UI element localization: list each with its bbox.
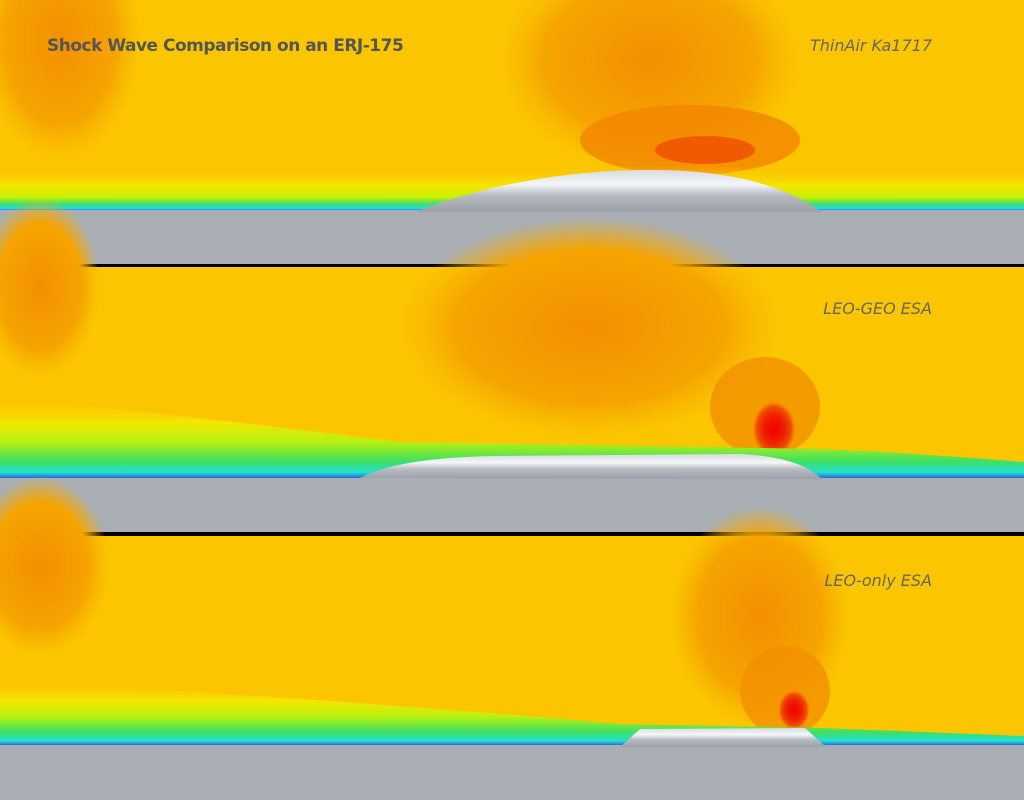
divider — [0, 532, 1024, 536]
radome — [360, 454, 822, 479]
pressure-zone — [0, 476, 110, 656]
pressure-zone — [0, 0, 140, 160]
shock — [778, 690, 810, 730]
radome — [415, 169, 822, 212]
fuselage — [0, 478, 1024, 532]
panel: LEO-GEO ESA — [0, 197, 1024, 532]
panel-label: ThinAir Ka1717 — [810, 36, 933, 55]
pressure-zone — [655, 136, 755, 164]
shock — [752, 401, 796, 457]
pressure-zone — [400, 217, 780, 437]
title: Shock Wave Comparison on an ERJ-175 — [47, 36, 403, 56]
panel: Shock Wave Comparison on an ERJ-175 Thin… — [0, 0, 1024, 264]
panel-label: LEO-only ESA — [824, 571, 932, 590]
panel: LEO-only ESA — [0, 476, 1024, 800]
fuselage — [0, 745, 1024, 800]
panel-label: LEO-GEO ESA — [823, 299, 932, 318]
radome — [620, 728, 826, 747]
pressure-zone — [0, 197, 100, 377]
